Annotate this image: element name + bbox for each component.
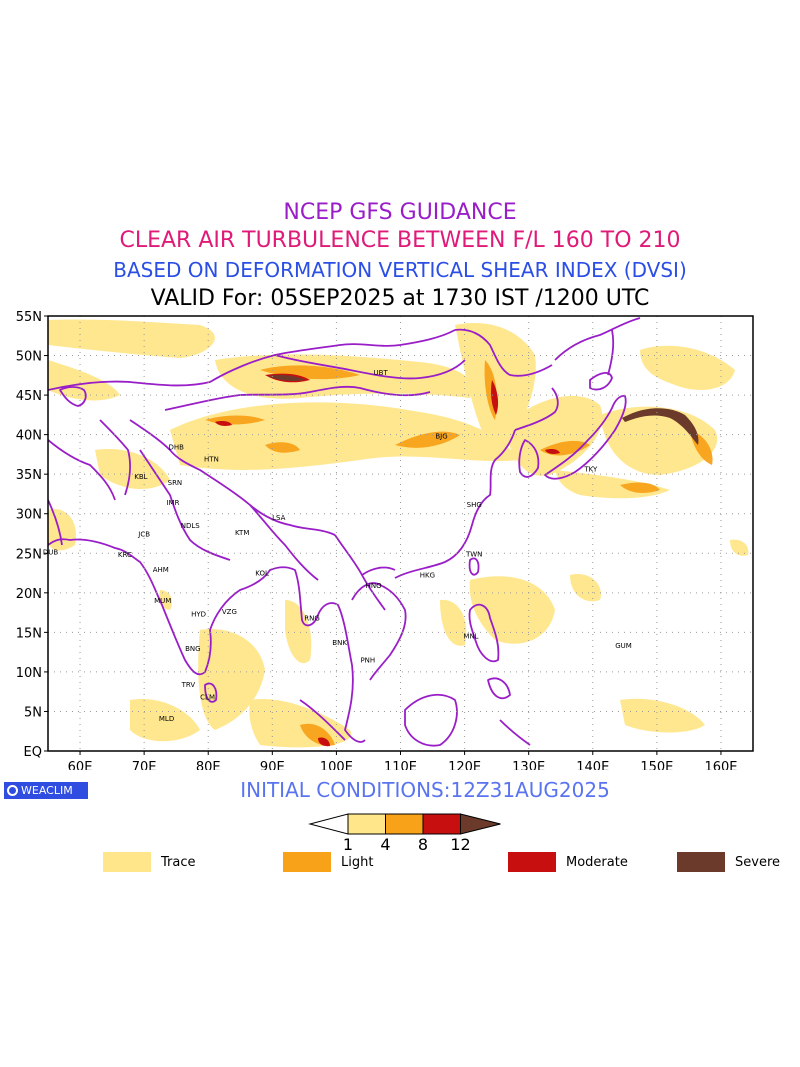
legend-item-light: Light <box>283 852 373 872</box>
station-bjg: BJG <box>435 432 447 440</box>
lat-label: 15N <box>16 626 42 641</box>
station-kol: KOL <box>255 569 269 577</box>
lon-label: 120E <box>448 760 481 770</box>
station-pnh: PNH <box>360 656 375 664</box>
station-hkg: HKG <box>420 572 435 580</box>
legend-label-light: Light <box>341 854 374 870</box>
station-mum: MUM <box>154 597 171 605</box>
lat-lon-grid <box>48 316 753 751</box>
title-line-1: NCEP GFS GUIDANCE <box>283 200 517 225</box>
station-lsa: LSA <box>272 514 285 522</box>
color-bar: 1 4 8 12 <box>308 813 501 853</box>
lon-label: 100E <box>320 760 353 770</box>
station-vzg: VZG <box>222 608 237 616</box>
title-line-2: CLEAR AIR TURBULENCE BETWEEN F/L 160 TO … <box>119 228 681 253</box>
colorbar-tick-label: 4 <box>380 835 390 853</box>
station-trv: TRV <box>181 681 196 689</box>
lon-label: 110E <box>384 760 417 770</box>
lon-label: 90E <box>260 760 285 770</box>
station-mnl: MNL <box>463 633 478 641</box>
legend-item-severe: Severe <box>677 852 780 872</box>
lat-label: 20N <box>16 587 42 602</box>
lon-label: 150E <box>640 760 673 770</box>
station-krc: KRC <box>118 551 132 559</box>
lon-label: 70E <box>132 760 157 770</box>
station-imr: IMR <box>166 499 179 507</box>
station-shg: SHG <box>467 501 482 509</box>
weaclim-badge: WEACLIM <box>4 782 88 799</box>
station-hno: HNO <box>366 582 383 590</box>
lat-label: 35N <box>16 468 42 483</box>
weaclim-logo-icon <box>7 785 18 796</box>
station-bng: BNG <box>185 645 200 653</box>
lat-label: 10N <box>16 666 42 681</box>
station-ubt: UBT <box>374 369 389 377</box>
station-htn: HTN <box>204 455 219 463</box>
station-ahm: AHM <box>153 566 169 574</box>
legend-item-moderate: Moderate <box>508 852 628 872</box>
station-labels: DHB HTN KBL SRN IMR JCB NDLS KTM LSA DUB KRC AHM KOL… <box>43 369 632 723</box>
legend-swatch-light <box>283 852 331 872</box>
lat-label: EQ <box>24 745 42 760</box>
colorbar-low-arrow <box>308 813 349 835</box>
title-line-3: BASED ON DEFORMATION VERTICAL SHEAR INDE… <box>113 258 687 282</box>
lon-label: 60E <box>68 760 93 770</box>
legend-swatch-moderate <box>508 852 556 872</box>
lon-label: 80E <box>196 760 221 770</box>
colorbar-tick-label: 8 <box>418 835 428 853</box>
lon-label: 140E <box>576 760 609 770</box>
lat-label: 30N <box>16 508 42 523</box>
station-rng: RNG <box>304 614 320 622</box>
initial-conditions: INITIAL CONDITIONS:12Z31AUG2025 <box>240 778 610 802</box>
station-mld: MLD <box>159 715 174 723</box>
colorbar-tick-label: 1 <box>343 835 353 853</box>
lat-label: 55N <box>16 310 42 325</box>
station-clm: CLM <box>200 693 215 701</box>
lat-label: 5N <box>24 705 42 720</box>
lon-label: 160E <box>704 760 737 770</box>
country-boundaries <box>48 317 641 747</box>
weaclim-label: WEACLIM <box>21 784 73 797</box>
legend-item-trace: Trace <box>103 852 196 872</box>
lat-label: 50N <box>16 350 42 365</box>
colorbar-segment <box>385 813 424 835</box>
colorbar-segment <box>347 813 386 835</box>
station-ndls: NDLS <box>181 522 201 530</box>
station-hyd: HYD <box>191 610 206 618</box>
lat-label: 25N <box>16 547 42 562</box>
legend-swatch-severe <box>677 852 725 872</box>
valid-time: VALID For: 05SEP2025 at 1730 IST /1200 U… <box>150 286 650 311</box>
station-gum: GUM <box>615 642 632 650</box>
station-tky: TKY <box>583 466 598 474</box>
colorbar-segment <box>422 813 461 835</box>
legend-label-severe: Severe <box>735 854 780 870</box>
station-kbl: KBL <box>134 473 147 481</box>
station-bnk: BNK <box>332 639 347 647</box>
legend-swatch-trace <box>103 852 151 872</box>
lat-label: 45N <box>16 389 42 404</box>
legend-label-moderate: Moderate <box>566 854 628 870</box>
colorbar-high-arrow <box>460 813 501 835</box>
lon-label: 130E <box>512 760 545 770</box>
legend-label-trace: Trace <box>161 854 196 870</box>
turbulence-map: 55N 50N 45N 40N 35N 30N 25N 20N 15N 10N 5N EQ 60E 70E… <box>16 310 754 770</box>
station-srn: SRN <box>168 479 183 487</box>
station-ktm: KTM <box>235 529 249 537</box>
station-twn: TWN <box>465 550 482 558</box>
station-dhb: DHB <box>168 444 184 452</box>
colorbar-tick-label: 12 <box>450 835 470 853</box>
lat-label: 40N <box>16 429 42 444</box>
station-dub: DUB <box>43 549 59 557</box>
map-axes: 55N 50N 45N 40N 35N 30N 25N 20N 15N 10N 5N EQ 60E 70E… <box>16 310 738 770</box>
station-jcb: JCB <box>137 531 150 539</box>
